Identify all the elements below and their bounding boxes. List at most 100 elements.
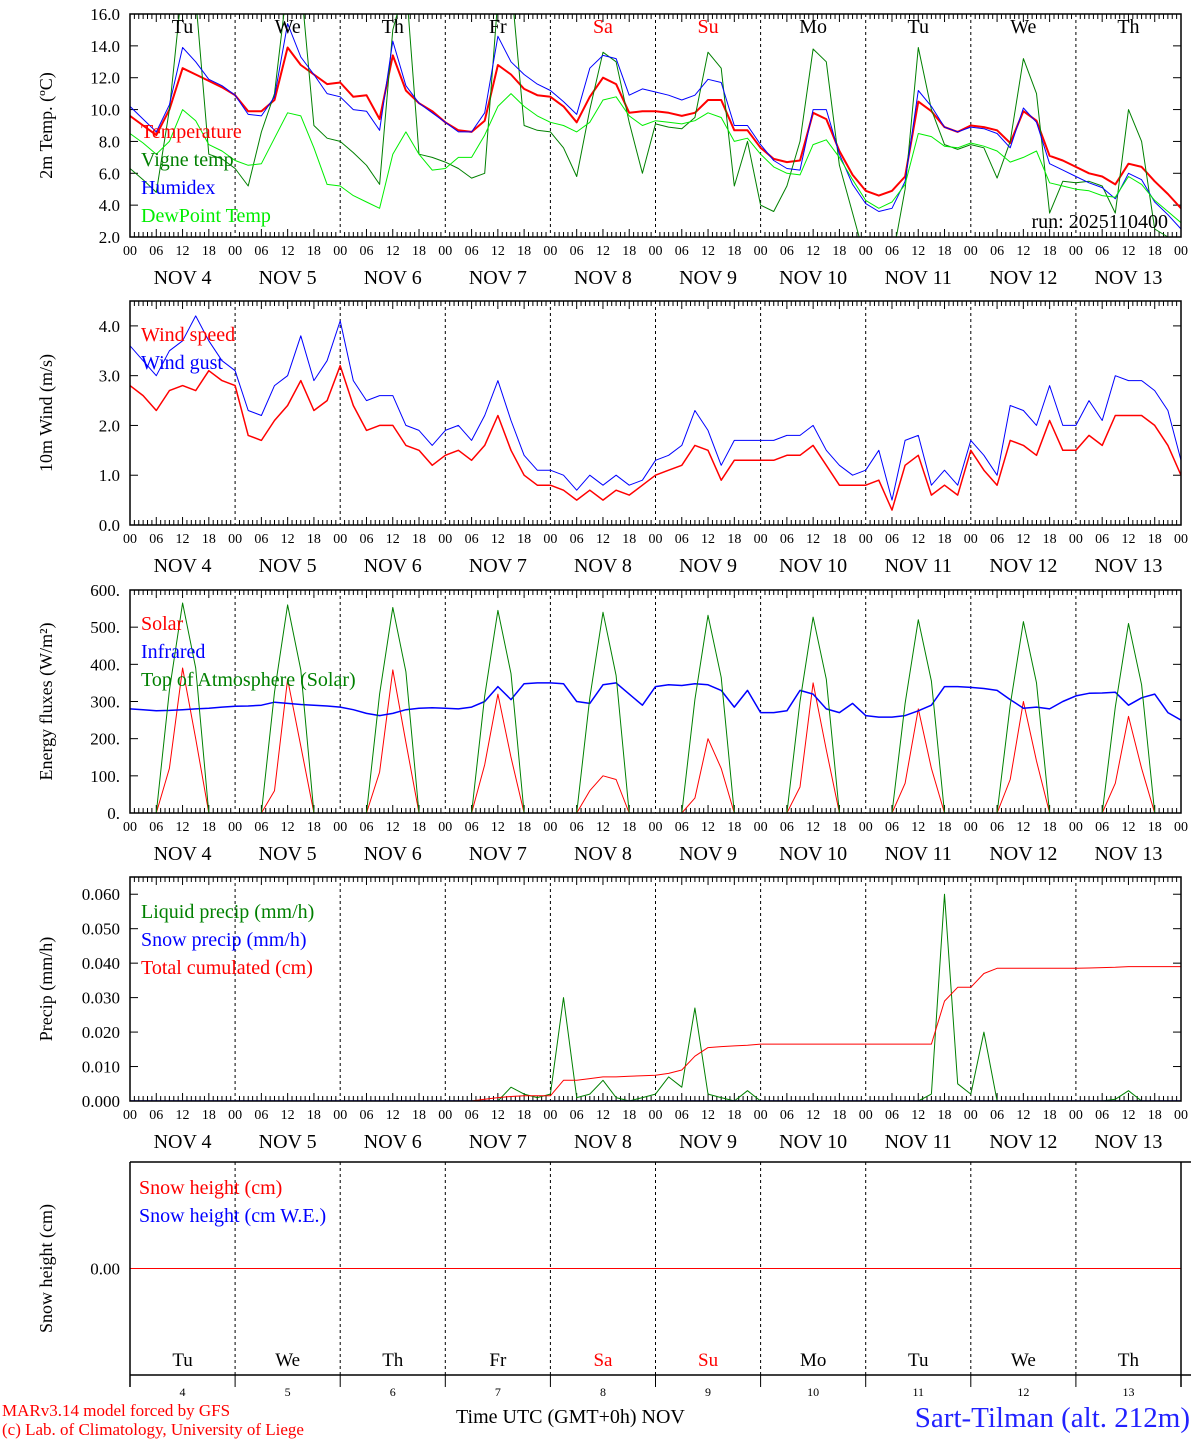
hour-label: 18 [622, 532, 636, 547]
hour-label: 06 [675, 532, 689, 547]
hour-label: 00 [649, 820, 663, 835]
day-number: 9 [705, 1385, 711, 1399]
date-label: NOV 8 [574, 1131, 632, 1153]
hour-label: 06 [675, 1108, 689, 1123]
y-tick-label: 2.0 [99, 416, 120, 435]
legend-entry: Liquid precip (mm/h) [141, 901, 314, 923]
panel-1: 00 06 12 18 00 06 12 18 00 06 12 18 00 06 12 18 00 06 12 18… [36, 5, 1188, 289]
hour-label: 12 [911, 1108, 925, 1123]
y-tick-label: 0.050 [82, 920, 120, 939]
y-tick-label: 0.010 [82, 1058, 120, 1077]
hour-label: 00 [123, 1108, 137, 1123]
date-label: NOV 4 [154, 843, 212, 865]
hour-label: 00 [1069, 820, 1083, 835]
y-tick-label: 12.0 [90, 69, 120, 88]
hour-label: 18 [517, 820, 531, 835]
y-tick-label: 4.0 [99, 317, 120, 336]
hour-label: 06 [570, 820, 584, 835]
date-label: NOV 12 [989, 1131, 1057, 1153]
legend-entry: Humidex [141, 177, 215, 199]
series-infrared [130, 682, 1181, 721]
day-name-bottom: We [275, 1350, 300, 1371]
y-axis-label: 10m Wind (m/s) [36, 354, 57, 472]
day-name-top: Tu [172, 16, 194, 38]
hour-label: 06 [780, 1108, 794, 1123]
hour-label: 12 [701, 1108, 715, 1123]
series-top-of-atmosphere-solar- [130, 602, 1181, 813]
day-number: 8 [600, 1385, 606, 1399]
date-label: NOV 9 [679, 555, 737, 577]
hour-label: 18 [412, 532, 426, 547]
y-tick-label: 600. [90, 581, 120, 600]
date-label: NOV 10 [779, 843, 847, 865]
date-label: NOV 6 [364, 1131, 422, 1153]
hour-label: 18 [938, 1108, 952, 1123]
lab-credit: (c) Lab. of Climatology, University of L… [2, 1420, 304, 1439]
date-label: NOV 5 [259, 843, 317, 865]
hour-label: 06 [254, 244, 268, 259]
day-name-top: Th [1117, 16, 1139, 38]
hour-label: 12 [911, 532, 925, 547]
series-liquid-precip-mm-h- [130, 893, 1181, 1101]
hour-label: 18 [1043, 820, 1057, 835]
hour-label: 00 [333, 532, 347, 547]
day-name-bottom: Su [698, 1350, 719, 1371]
hour-label: 00 [1174, 1108, 1188, 1123]
date-label: NOV 7 [469, 555, 527, 577]
date-label: NOV 12 [989, 267, 1057, 289]
day-name-bottom: Th [382, 1350, 404, 1371]
station-title: Sart-Tilman (alt. 212m) [914, 1402, 1190, 1434]
day-name-top: Tu [907, 16, 929, 38]
y-tick-label: 100. [90, 767, 120, 786]
hour-label: 06 [780, 532, 794, 547]
hour-label: 12 [806, 820, 820, 835]
hour-label: 12 [1016, 820, 1030, 835]
hour-label: 00 [333, 1108, 347, 1123]
hour-label: 00 [228, 244, 242, 259]
y-tick-label: 0.060 [82, 885, 120, 904]
hour-label: 00 [543, 532, 557, 547]
series-humidex [130, 23, 1181, 230]
panel-4: 00 06 12 18 00 06 12 18 00 06 12 18 00 06 12 18 00 06 12 18… [36, 876, 1188, 1153]
plot-frame [129, 589, 1182, 814]
date-label: NOV 12 [989, 843, 1057, 865]
hour-label: 00 [754, 1108, 768, 1123]
hour-label: 00 [859, 820, 873, 835]
hour-label: 06 [570, 532, 584, 547]
hour-label: 06 [149, 532, 163, 547]
hour-label: 00 [228, 532, 242, 547]
legend-entry: Infrared [141, 641, 205, 663]
hour-label: 06 [1095, 1108, 1109, 1123]
panel-5: 0.00 Snow height (cm) Snow height (cm) Snow… [36, 1161, 1191, 1387]
y-tick-label: 14.0 [90, 37, 120, 56]
hour-label: 18 [307, 532, 321, 547]
hour-label: 12 [386, 820, 400, 835]
panel-2: 00 06 12 18 00 06 12 18 00 06 12 18 00 06 12 18 00 06 12 18… [36, 300, 1188, 577]
hour-label: 18 [1043, 244, 1057, 259]
y-tick-label: 0.00 [90, 1260, 120, 1279]
legend-entry: Wind speed [141, 324, 235, 346]
hour-label: 06 [990, 244, 1004, 259]
hour-label: 00 [754, 820, 768, 835]
hour-label: 12 [1016, 244, 1030, 259]
y-tick-label: 6.0 [99, 164, 120, 183]
hour-label: 18 [832, 244, 846, 259]
hour-label: 00 [1069, 532, 1083, 547]
date-label: NOV 6 [364, 555, 422, 577]
hour-label: 12 [386, 532, 400, 547]
hour-label: 12 [281, 820, 295, 835]
hour-label: 18 [1043, 1108, 1057, 1123]
y-axis-label: Energy fluxes (W/m²) [36, 622, 57, 780]
date-label: NOV 8 [574, 555, 632, 577]
model-credit: MARv3.14 model forced by GFS [2, 1401, 231, 1420]
hour-label: 18 [517, 1108, 531, 1123]
hour-label: 18 [622, 1108, 636, 1123]
hour-label: 18 [412, 820, 426, 835]
hour-label: 00 [754, 532, 768, 547]
date-label: NOV 13 [1094, 267, 1162, 289]
date-label: NOV 5 [259, 555, 317, 577]
hour-label: 18 [202, 1108, 216, 1123]
hour-label: 06 [254, 820, 268, 835]
hour-label: 00 [964, 532, 978, 547]
date-label: NOV 10 [779, 267, 847, 289]
